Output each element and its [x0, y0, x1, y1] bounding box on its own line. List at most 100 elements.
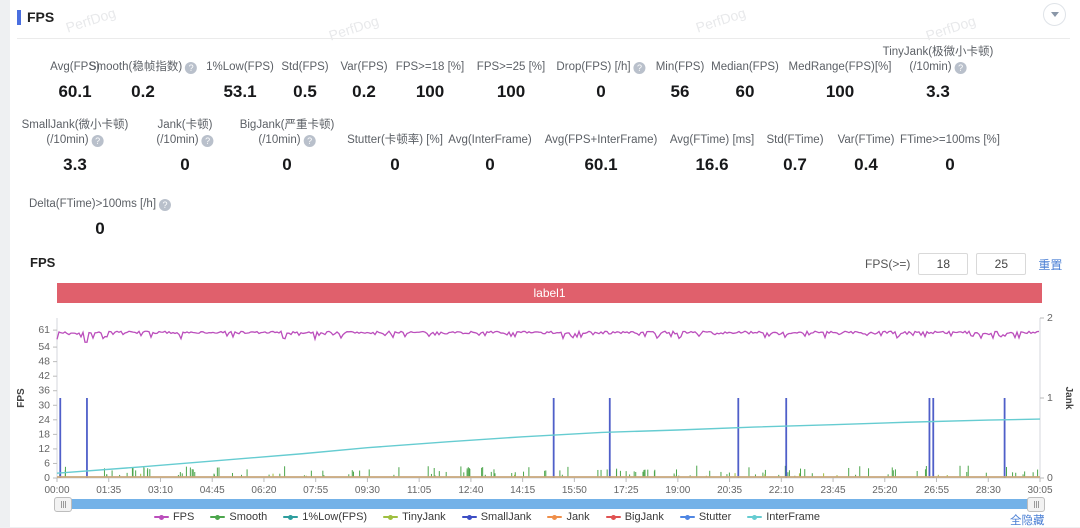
metric-label: 1%Low(FPS)	[206, 61, 274, 73]
svg-text:18: 18	[38, 428, 50, 440]
metric-value: 0	[180, 155, 190, 174]
legend-marker	[605, 514, 621, 520]
collapse-button[interactable]	[1043, 3, 1066, 26]
metric-value: 0	[596, 82, 606, 101]
legend-marker	[461, 514, 477, 520]
help-icon[interactable]: ?	[954, 62, 967, 74]
svg-text:15:50: 15:50	[562, 485, 587, 496]
svg-text:1: 1	[1047, 392, 1053, 404]
fps-panel: PerfDog PerfDog PerfDog PerfDog FPS Avg(FPS…	[10, 0, 1080, 527]
metric-label: FTime>=100ms [%]	[900, 134, 1000, 146]
metric-cell: Var(FTime) 0.4	[838, 118, 895, 175]
metric-label: Avg(InterFrame)	[448, 134, 532, 146]
metric-cell: Avg(FPS) 60.1	[50, 45, 100, 102]
legend-marker	[153, 514, 169, 520]
svg-text:12: 12	[38, 443, 50, 455]
svg-text:0: 0	[1047, 472, 1053, 484]
svg-text:48: 48	[38, 356, 50, 368]
metric-cell: Std(FPS) 0.5	[281, 45, 328, 102]
metric-cell: Drop(FPS) [/h]? 0	[556, 45, 646, 102]
help-icon[interactable]: ?	[159, 199, 172, 211]
metric-label: Jank(卡顿) (/10min)?	[156, 119, 214, 147]
help-icon[interactable]: ?	[185, 62, 198, 74]
metric-cell: MedRange(FPS)[%] 100	[789, 45, 892, 102]
legend-marker	[547, 514, 563, 520]
range-handle-right[interactable]	[1027, 497, 1045, 512]
metric-cell: Var(FPS) 0.2	[340, 45, 387, 102]
metric-label: Var(FPS)	[340, 61, 388, 73]
metric-value: 0	[390, 155, 400, 174]
help-icon[interactable]: ?	[303, 135, 316, 147]
chart-range-scrollbar[interactable]	[54, 497, 1045, 512]
metric-label: Delta(FTime)>100ms [/h]?	[29, 197, 172, 212]
metric-cell: Delta(FTime)>100ms [/h]? 0	[29, 182, 172, 239]
legend-marker	[747, 514, 763, 520]
legend-item-stutter[interactable]: Stutter	[679, 511, 732, 523]
metric-label: Std(FPS)	[281, 61, 329, 73]
legend-item-interframe[interactable]: InterFrame	[747, 511, 820, 523]
metric-cell: 1%Low(FPS) 53.1	[206, 45, 274, 102]
metric-value: 3.3	[926, 82, 950, 101]
svg-text:11:05: 11:05	[407, 485, 432, 496]
chevron-down-icon	[1050, 12, 1059, 17]
legend-item-tinyjank[interactable]: TinyJank	[383, 511, 446, 523]
legend-item-smalljank[interactable]: SmallJank	[461, 511, 531, 523]
metric-value: 100	[496, 82, 526, 101]
metric-label: Avg(FPS+InterFrame)	[544, 134, 658, 146]
svg-text:28:30: 28:30	[976, 485, 1001, 496]
svg-text:17:25: 17:25	[614, 485, 639, 496]
legend-marker	[283, 514, 299, 520]
metric-cell: Stutter(卡顿率) [%] 0	[347, 118, 443, 175]
legend-label: TinyJank	[402, 511, 446, 523]
perfdog-watermark: PerfDog	[693, 4, 748, 36]
metric-value: 0.2	[352, 82, 376, 101]
svg-text:23:45: 23:45	[821, 485, 846, 496]
help-icon[interactable]: ?	[633, 62, 646, 74]
metric-label: SmallJank(微小卡顿) (/10min)?	[21, 119, 129, 147]
help-icon[interactable]: ?	[201, 135, 214, 147]
legend-item-fps[interactable]: FPS	[153, 511, 195, 523]
metric-cell: BigJank(严重卡顿) (/10min)? 0	[240, 118, 335, 175]
legend-label: FPS	[172, 511, 195, 523]
fps-threshold-input-2[interactable]	[976, 253, 1027, 275]
legend-label: Stutter	[698, 511, 732, 523]
svg-text:26:55: 26:55	[924, 485, 949, 496]
metric-value: 0.5	[293, 82, 317, 101]
metric-cell: TinyJank(极微小卡顿) (/10min)? 3.3	[883, 45, 994, 102]
legend-item-bigjank[interactable]: BigJank	[605, 511, 664, 523]
metric-cell: Jank(卡顿) (/10min)? 0	[156, 118, 214, 175]
legend-item-jank[interactable]: Jank	[547, 511, 590, 523]
fps-threshold-input-1[interactable]	[918, 253, 969, 275]
series-FPS	[56, 329, 1040, 343]
metric-cell: SmallJank(微小卡顿) (/10min)? 3.3	[22, 118, 129, 175]
svg-text:42: 42	[38, 370, 50, 382]
legend-marker	[210, 514, 226, 520]
svg-text:01:35: 01:35	[96, 485, 121, 496]
metric-value: 16.6	[695, 155, 729, 174]
metric-value: 100	[415, 82, 445, 101]
metric-label: Std(FTime)	[766, 134, 824, 146]
legend-item-1-low-fps-[interactable]: 1%Low(FPS)	[283, 511, 367, 523]
legend-marker	[383, 514, 399, 520]
metric-value: 0	[282, 155, 292, 174]
range-handle-left[interactable]	[54, 497, 72, 512]
svg-text:22:10: 22:10	[769, 485, 794, 496]
metric-value: 0.4	[854, 155, 878, 174]
reset-link[interactable]: 重置	[1038, 257, 1063, 272]
metric-label: TinyJank(极微小卡顿) (/10min)?	[882, 46, 994, 74]
help-icon[interactable]: ?	[91, 135, 104, 147]
metric-value: 3.3	[63, 155, 87, 174]
metric-cell: FTime>=100ms [%] 0	[900, 118, 1000, 175]
section-accent-bar	[17, 9, 21, 25]
svg-text:09:30: 09:30	[355, 485, 380, 496]
metric-cell: Avg(FPS+InterFrame) 60.1	[545, 118, 658, 175]
metric-label: Median(FPS)	[711, 61, 779, 73]
legend-marker	[679, 514, 695, 520]
page-title: FPS	[27, 9, 55, 25]
metric-label: MedRange(FPS)[%]	[788, 61, 892, 73]
metric-cell: FPS>=25 [%] 100	[477, 45, 545, 102]
legend-item-smooth[interactable]: Smooth	[210, 511, 267, 523]
metric-value: 100	[825, 82, 855, 101]
hide-all-link[interactable]: 全隐藏	[1010, 515, 1045, 527]
